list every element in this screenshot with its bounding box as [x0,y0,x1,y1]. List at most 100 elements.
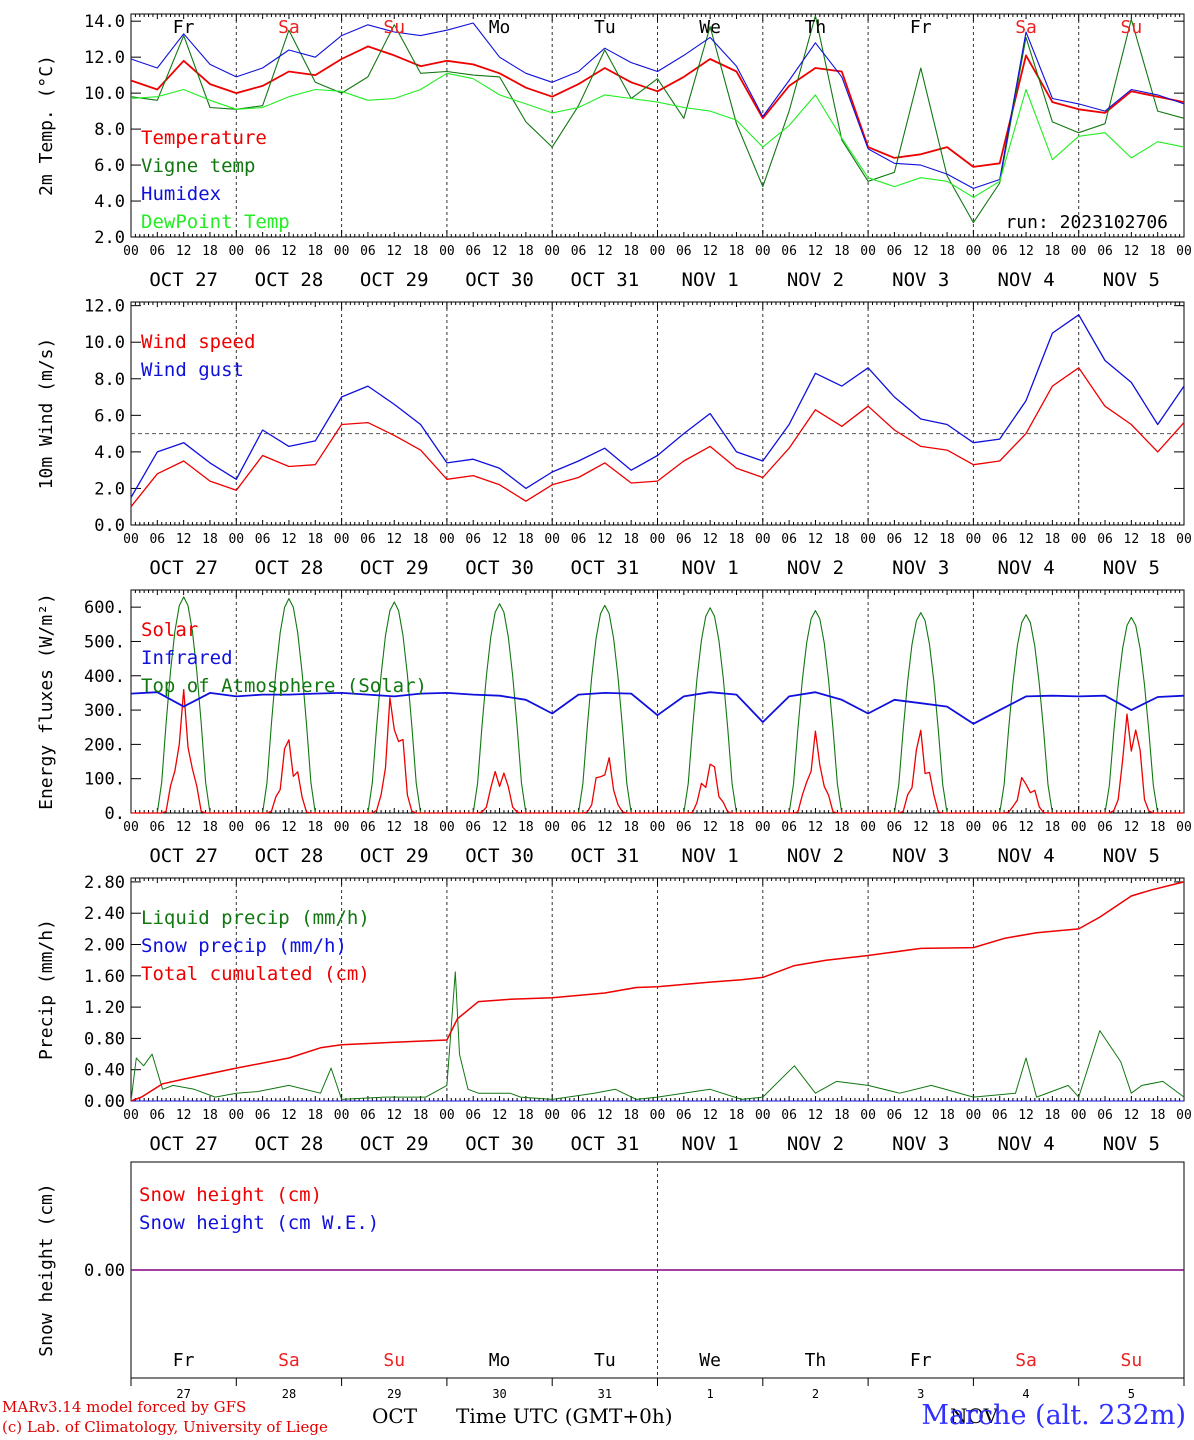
month-label-nov: NOV [950,1404,998,1428]
day-label: OCT 29 [360,1133,429,1155]
hour-tick-label: 00 [755,532,771,547]
hour-tick-label: 00 [334,532,350,547]
weekday-label: Tu [594,17,616,38]
hour-tick-label: 12 [1124,1108,1140,1123]
day-label: NOV 1 [682,845,739,867]
day-label: OCT 28 [255,269,324,291]
hour-tick-label: 00 [334,1108,350,1123]
day-label: OCT 28 [255,1133,324,1155]
panel-frame-0 [130,13,1185,238]
hour-tick-label: 12 [913,244,929,259]
hour-tick-label: 18 [939,1108,955,1123]
hour-tick-label: 18 [1045,1108,1061,1123]
day-label: NOV 4 [997,845,1054,867]
hour-tick-label: 18 [413,1108,429,1123]
hour-tick-label: 18 [307,244,323,259]
y-tick-label: 400. [84,667,125,687]
hour-tick-label: 18 [307,532,323,547]
hour-tick-label: 12 [176,1108,192,1123]
day-label: NOV 3 [892,557,949,579]
hour-tick-label: 06 [676,1108,692,1123]
legend-entry: Snow precip (mm/h) [141,935,347,957]
hour-tick-label: 00 [860,820,876,835]
weekday-label: Mo [489,17,511,38]
hour-tick-label: 06 [1097,244,1113,259]
hour-tick-label: 06 [360,1108,376,1123]
hour-tick-label: 12 [1018,1108,1034,1123]
hour-tick-label: 12 [492,820,508,835]
y-tick-label: 14.0 [84,12,125,32]
hour-tick-label: 18 [1150,532,1166,547]
series-line-red [130,881,1185,1102]
weekday-label-bottom: Fr [173,1350,195,1371]
legend-entry: Wind speed [141,331,255,353]
day-number-label: 1 [707,1387,714,1401]
hour-tick-label: 18 [729,532,745,547]
legend-entry: Total cumulated (cm) [141,963,370,985]
day-label: OCT 27 [149,269,218,291]
hour-tick-label: 00 [1176,1108,1192,1123]
day-label: NOV 4 [997,269,1054,291]
hour-tick-label: 06 [781,1108,797,1123]
hour-tick-label: 00 [1071,1108,1087,1123]
y-tick-label: 600. [84,598,125,618]
y-tick-label: 10.0 [84,84,125,104]
y-tick-label: 0.00 [84,1261,125,1281]
hour-tick-label: 18 [729,244,745,259]
hour-tick-label: 06 [887,532,903,547]
hour-tick-label: 12 [281,820,297,835]
hour-tick-label: 06 [571,244,587,259]
y-tick-label: 1.60 [84,967,125,987]
hour-tick-label: 18 [834,244,850,259]
hour-tick-label: 00 [123,820,139,835]
hour-tick-label: 18 [413,532,429,547]
hour-tick-label: 12 [808,532,824,547]
y-axis-label-0: 2m Temp. (°C) [36,55,57,196]
hour-tick-label: 18 [1045,244,1061,259]
hour-tick-label: 12 [597,820,613,835]
legend-entry: Humidex [141,183,221,205]
series-line-red [130,367,1185,508]
day-label: OCT 30 [465,557,534,579]
hour-tick-label: 12 [176,244,192,259]
hour-tick-label: 12 [702,244,718,259]
hour-tick-label: 00 [439,820,455,835]
legend-entry: Solar [141,619,198,641]
hour-tick-label: 12 [281,1108,297,1123]
hour-tick-label: 06 [149,820,165,835]
hour-tick-label: 06 [571,820,587,835]
hour-tick-label: 12 [702,532,718,547]
hour-tick-label: 00 [966,1108,982,1123]
hour-tick-label: 06 [781,820,797,835]
hour-tick-label: 18 [1150,1108,1166,1123]
y-tick-label: 2.40 [84,904,125,924]
hour-tick-label: 12 [1124,532,1140,547]
hour-tick-label: 18 [623,532,639,547]
hour-tick-label: 18 [939,244,955,259]
weekday-label-bottom: Mo [489,1350,511,1371]
hour-tick-label: 00 [334,820,350,835]
hour-tick-label: 06 [360,532,376,547]
hour-tick-label: 18 [623,820,639,835]
hour-tick-label: 18 [939,820,955,835]
hour-tick-label: 18 [307,820,323,835]
series-line-light_green [130,72,1185,198]
legend-entry: Top of Atmosphere (Solar) [141,675,427,697]
panel-frame-1 [130,301,1185,526]
weekday-label-bottom: Fr [910,1350,932,1371]
hour-tick-label: 00 [544,244,560,259]
hour-tick-label: 06 [255,820,271,835]
hour-tick-label: 00 [650,820,666,835]
hour-tick-label: 12 [281,244,297,259]
hour-tick-label: 00 [544,820,560,835]
day-label: NOV 4 [997,1133,1054,1155]
panel-frame-2 [130,589,1185,814]
weekday-label: Sa [278,17,300,38]
legend-entry: DewPoint Temp [141,211,290,233]
hour-tick-label: 06 [255,244,271,259]
day-label: NOV 4 [997,557,1054,579]
y-axis-label-3: Precip (mm/h) [36,919,57,1060]
hour-tick-label: 00 [123,1108,139,1123]
weekday-label-bottom: Sa [278,1350,300,1371]
